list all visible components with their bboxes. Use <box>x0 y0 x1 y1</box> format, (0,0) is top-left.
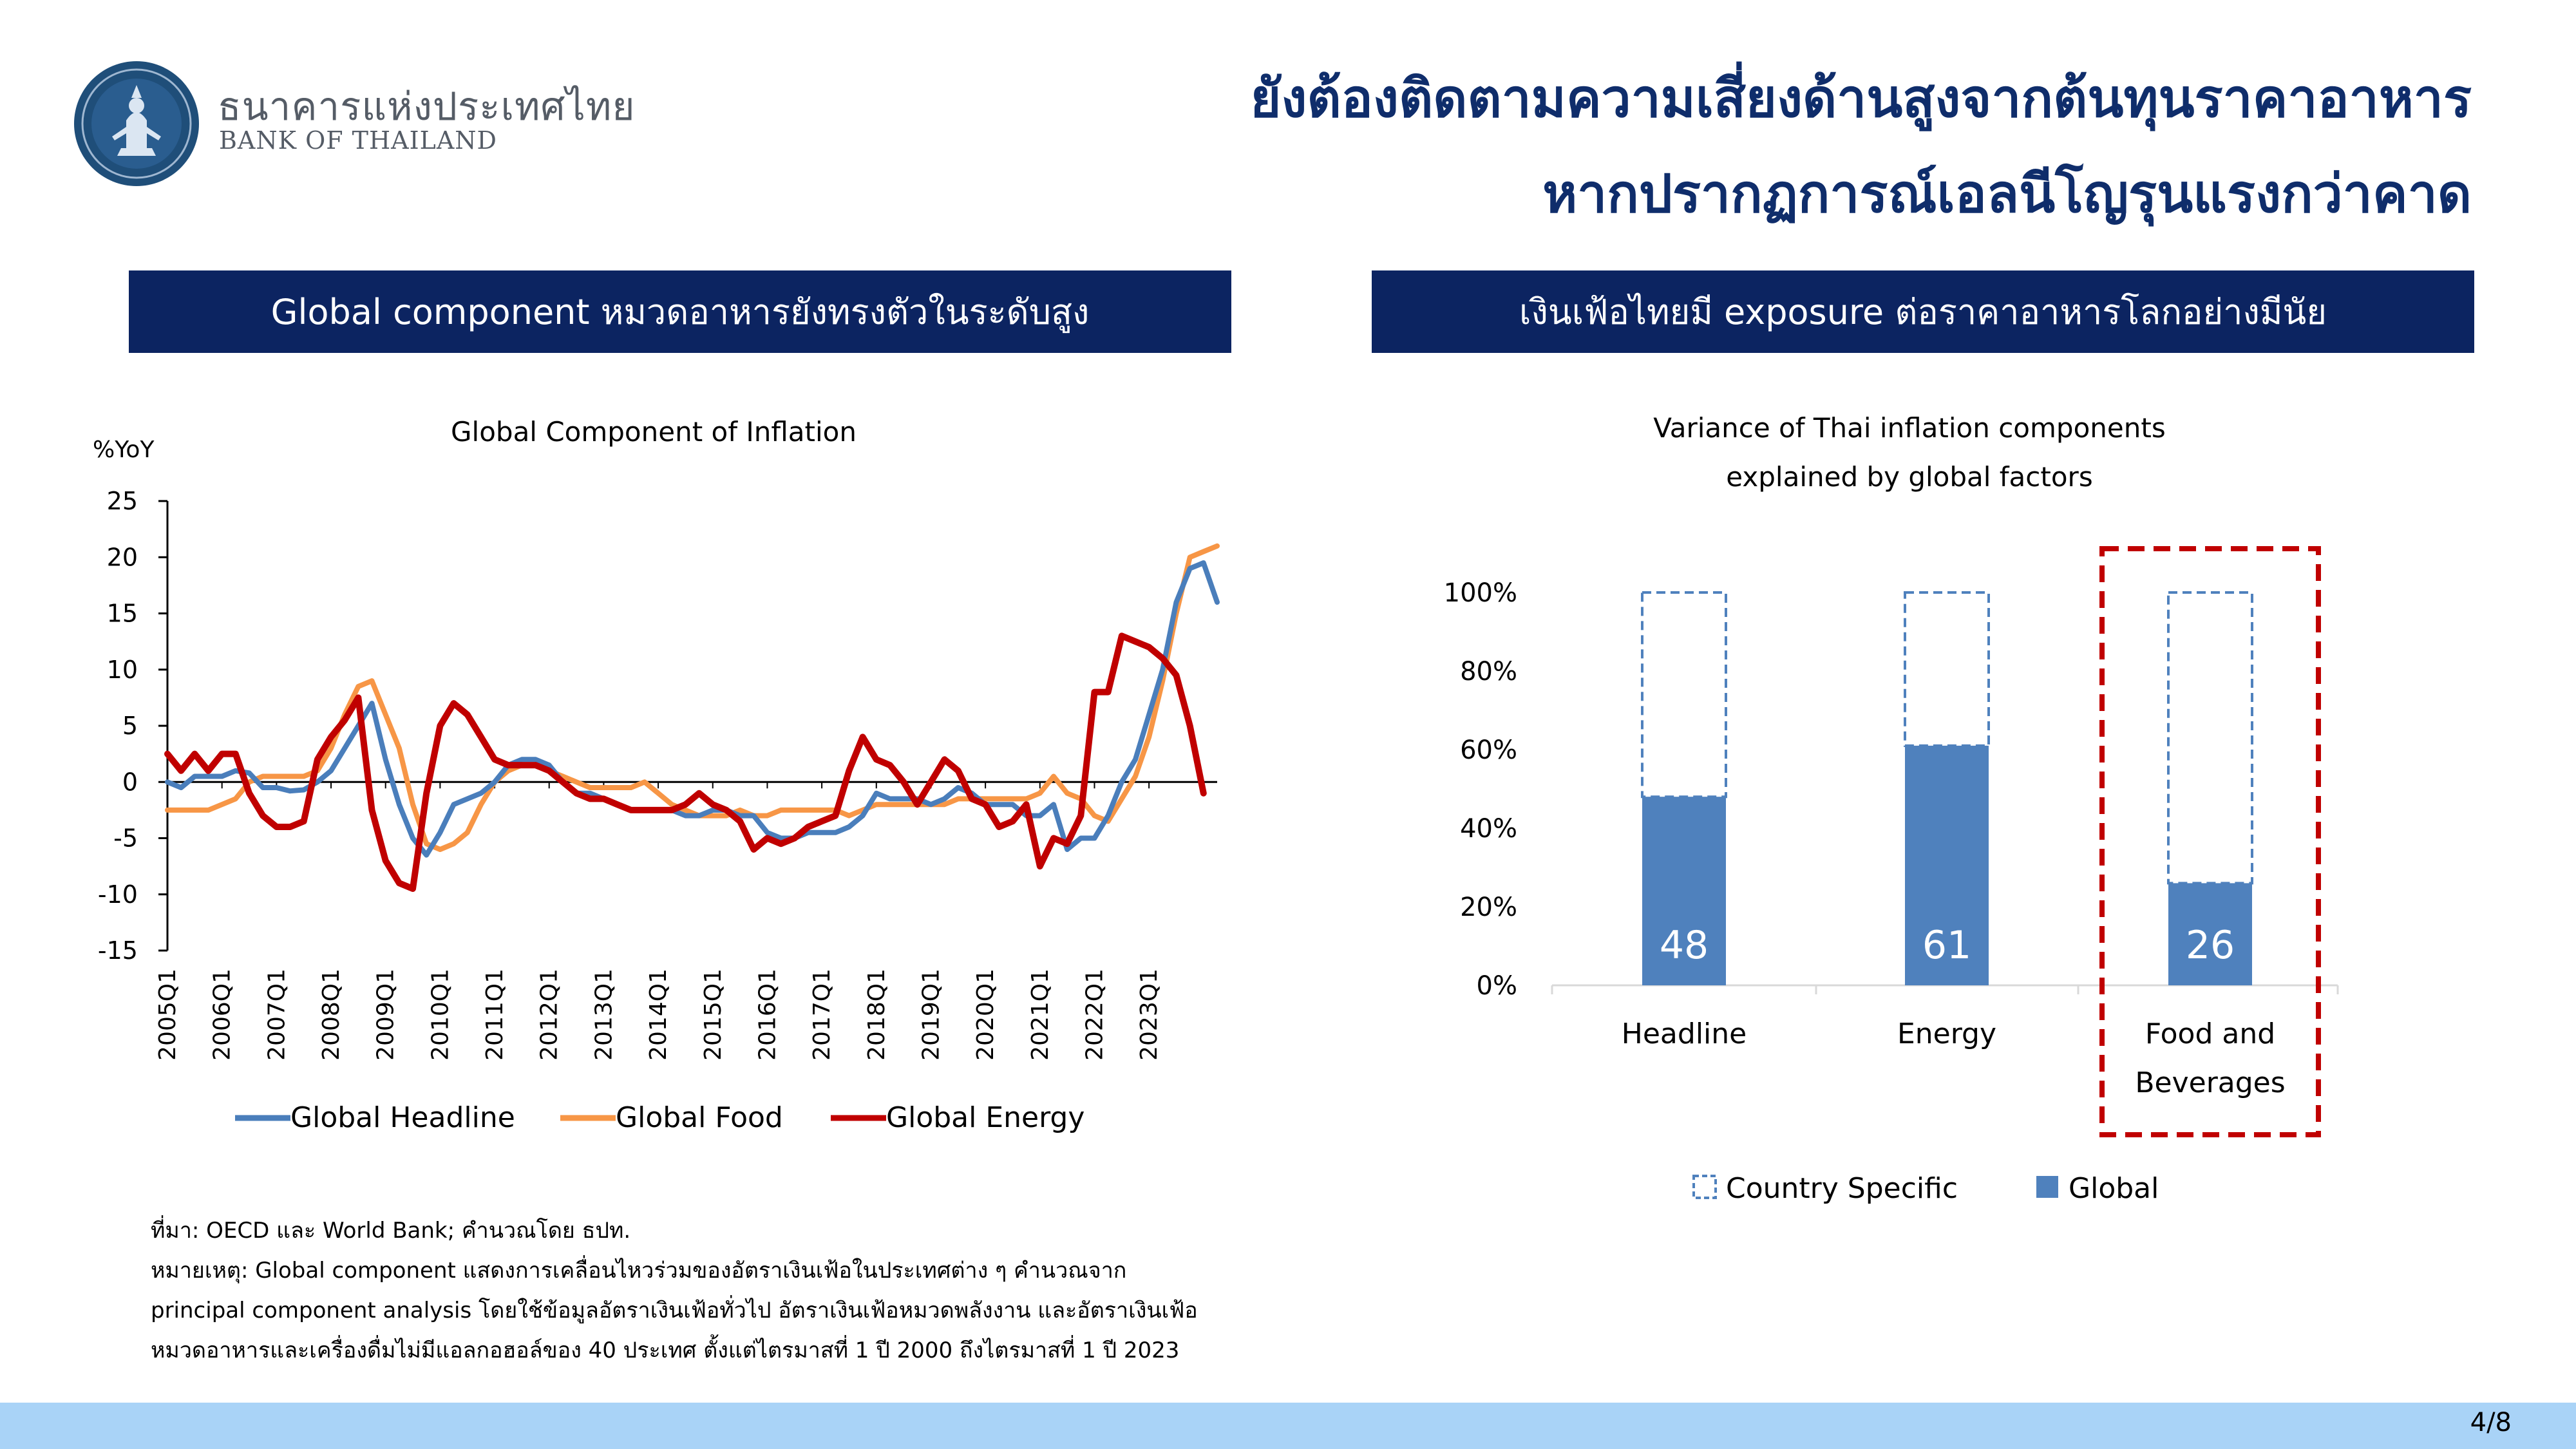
x-tick-label: 2019Q1 <box>918 969 944 1061</box>
y-tick-label: -5 <box>113 824 138 853</box>
x-tick-label: 2022Q1 <box>1081 969 1108 1061</box>
x-tick-label: 2021Q1 <box>1027 969 1054 1061</box>
left-panel-banner: Global component หมวดอาหารยังทรงตัวในระด… <box>129 270 1231 353</box>
bar-global <box>1905 745 1989 985</box>
left-panel-banner-text: Global component หมวดอาหารยังทรงตัวในระด… <box>270 292 1090 332</box>
x-tick-label: 2016Q1 <box>754 969 781 1061</box>
y-tick-label: -10 <box>98 880 138 909</box>
legend-swatch-country-specific <box>1692 1175 1717 1199</box>
legend-swatch-global <box>2036 1176 2058 1198</box>
legend-label: Global Energy <box>886 1101 1084 1134</box>
brand-name-th: ธนาคารแห่งประเทศไทย <box>218 84 636 129</box>
legend-label: Global Headline <box>290 1101 515 1134</box>
bar-country-specific <box>1904 591 1990 747</box>
legend-label: Country Specific <box>1726 1172 1958 1205</box>
highlight-box <box>2099 546 2321 1137</box>
x-tick-label: 2007Q1 <box>263 969 290 1061</box>
bar-country-specific <box>1641 591 1727 799</box>
y-tick-label: 60% <box>1460 735 1517 765</box>
category-label: Food and <box>2145 1018 2275 1050</box>
x-tick-label: 2015Q1 <box>700 969 726 1061</box>
brand-name-en: BANK OF THAILAND <box>219 126 498 155</box>
y-tick-label: -15 <box>98 936 138 965</box>
source-note: ที่มา: OECD และ World Bank; คำนวณโดย ธปท… <box>151 1218 631 1244</box>
bar-country-specific <box>2167 591 2253 885</box>
line-chart: %YoY 25 20 15 10 5 0 -5 -10 -15 2005Q1 2006Q1 2007Q1… <box>93 437 1220 1134</box>
x-tick-label: 2005Q1 <box>155 969 181 1061</box>
y-tick-label: 15 <box>107 600 138 628</box>
x-tick-label: 2018Q1 <box>864 969 890 1061</box>
legend-label: Global <box>2069 1172 2159 1205</box>
x-tick-label: 2006Q1 <box>209 969 236 1061</box>
x-tick-label: 2012Q1 <box>536 969 563 1061</box>
x-tick-label: 2014Q1 <box>645 969 672 1061</box>
bar-data-label: 61 <box>1922 923 1971 968</box>
x-tick-label: 2023Q1 <box>1136 969 1162 1061</box>
bar-data-label: 48 <box>1660 923 1709 968</box>
bar-global <box>1642 797 1726 985</box>
y-tick-label: 5 <box>122 712 138 740</box>
y-tick-label: 20 <box>107 543 138 571</box>
y-tick-label: 0 <box>122 768 138 796</box>
right-panel-banner-text: เงินเฟ้อไทยมี exposure ต่อราคาอาหารโลกอย… <box>1519 292 2327 332</box>
bar-data-label: 26 <box>2186 923 2235 968</box>
remark-note-1: หมายเหตุ: Global component แสดงการเคลื่อ… <box>151 1258 1127 1283</box>
x-tick-label: 2017Q1 <box>809 969 835 1061</box>
x-tick-label: 2020Q1 <box>972 969 999 1061</box>
x-tick-label: 2011Q1 <box>482 969 508 1061</box>
footer-bar <box>0 1403 2576 1449</box>
x-tick-label: 2009Q1 <box>373 969 399 1061</box>
x-tick-label: 2010Q1 <box>427 969 453 1061</box>
y-tick-label: 80% <box>1460 657 1517 687</box>
headline-line-2: หากปรากฏการณ์เอลนีโญรุนแรงกว่าคาด <box>1542 164 2472 225</box>
page-number: 4/8 <box>2470 1408 2512 1437</box>
x-tick-label: 2013Q1 <box>591 969 617 1061</box>
right-panel-banner: เงินเฟ้อไทยมี exposure ต่อราคาอาหารโลกอย… <box>1372 270 2474 353</box>
bar-global <box>2168 883 2252 985</box>
y-tick-label: 40% <box>1460 814 1517 844</box>
category-label: Beverages <box>2135 1066 2285 1099</box>
legend-label: Global Food <box>616 1101 783 1134</box>
y-tick-label: 20% <box>1460 893 1517 922</box>
headline-line-1: ยังต้องติดตามความเสี่ยงด้านสูงจากต้นทุนร… <box>1250 68 2472 129</box>
bar-chart: 0% 20% 40% 60% 80% 100% 48 Headline 61 Energy 26 Fo… <box>1444 546 2339 1205</box>
series-line-global-food <box>165 543 1220 852</box>
category-label: Energy <box>1897 1018 1996 1050</box>
line-chart-title: Global Component of Inflation <box>451 416 857 448</box>
bank-logo <box>72 59 201 188</box>
bank-seal-icon <box>74 61 199 186</box>
y-tick-label: 0% <box>1477 971 1517 1001</box>
y-axis-label: %YoY <box>93 437 155 463</box>
category-label: Headline <box>1622 1018 1747 1050</box>
remark-note-2: principal component analysis โดยใช้ข้อมู… <box>151 1298 1198 1323</box>
remark-note-3: หมวดอาหารและเครื่องดื่มไม่มีแอลกอฮอล์ของ… <box>151 1338 1180 1363</box>
series-line-global-energy <box>164 632 1207 892</box>
series-line-global-headline <box>165 560 1220 858</box>
bar-chart-title-line-1: Variance of Thai inflation components <box>1653 412 2166 444</box>
bar-chart-title-line-2: explained by global factors <box>1726 461 2093 493</box>
y-tick-label: 25 <box>107 487 138 515</box>
y-tick-label: 100% <box>1444 578 1517 608</box>
y-tick-label: 10 <box>107 656 138 684</box>
x-tick-label: 2008Q1 <box>318 969 345 1061</box>
